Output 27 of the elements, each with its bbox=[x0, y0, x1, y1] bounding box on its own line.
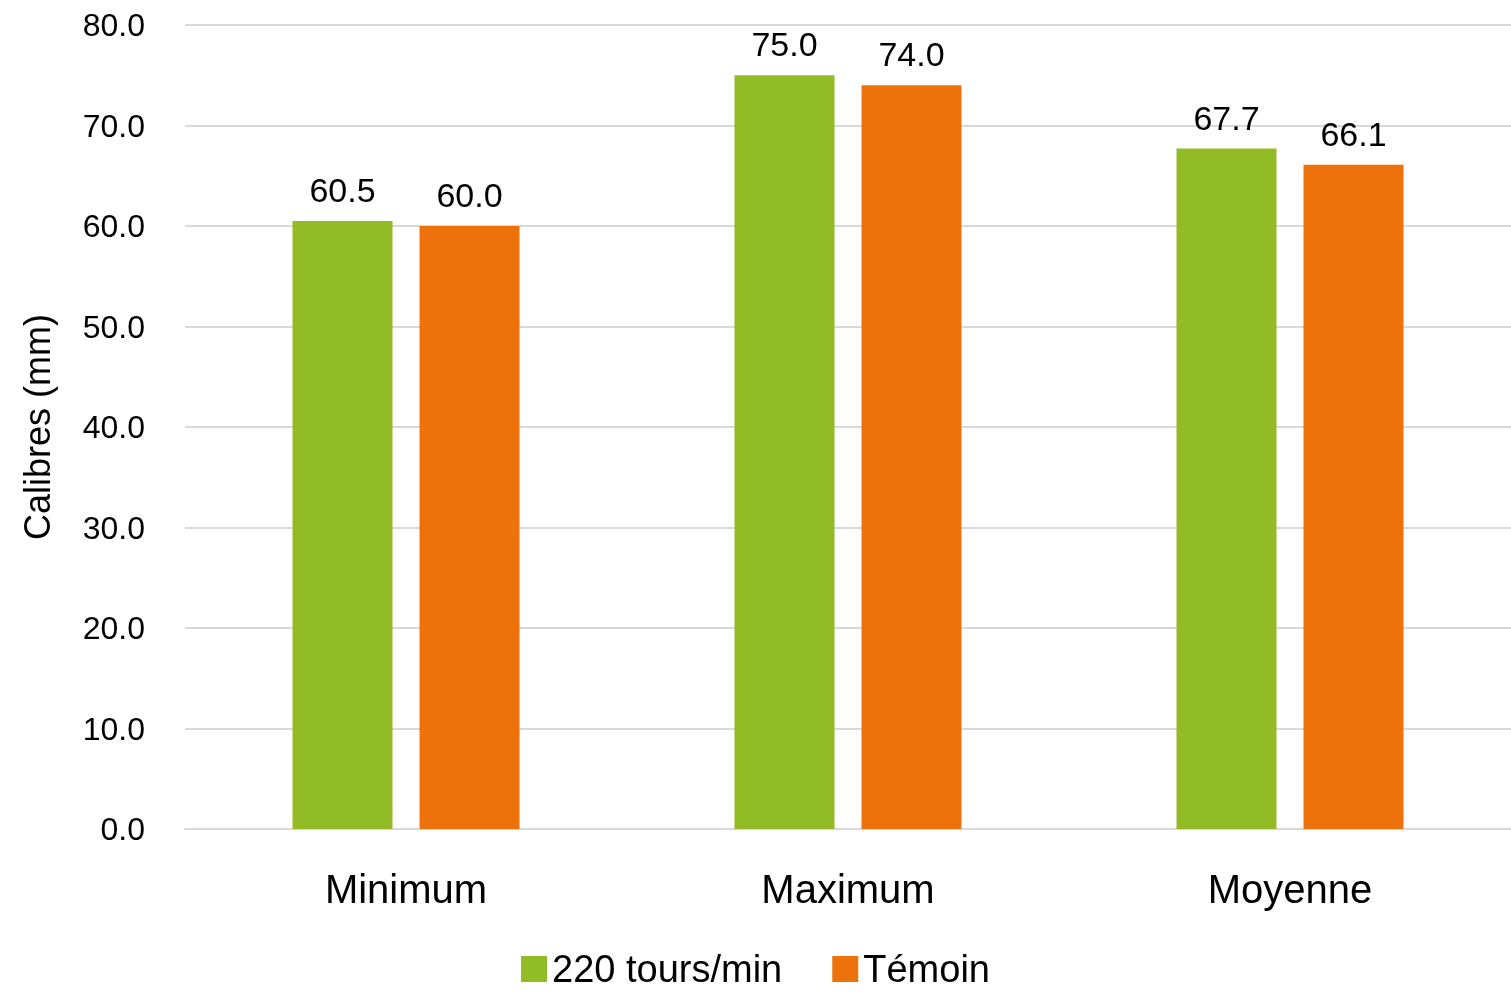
bar bbox=[419, 226, 520, 829]
y-tick-label: 50.0 bbox=[82, 308, 145, 345]
x-tick-label: Minimum bbox=[324, 867, 488, 911]
legend-label: 220 tours/min bbox=[552, 948, 783, 990]
y-tick-label: 60.0 bbox=[82, 208, 145, 244]
bar bbox=[734, 75, 835, 829]
data-label: 66.1 bbox=[1320, 114, 1387, 153]
x-tick-label: Maximum bbox=[761, 867, 935, 911]
y-tick-label: 40.0 bbox=[82, 409, 145, 445]
y-tick-label: 30.0 bbox=[82, 509, 145, 546]
y-tick-label: 80.0 bbox=[82, 7, 145, 43]
y-tick-label: 20.0 bbox=[82, 610, 145, 646]
bar bbox=[1303, 164, 1404, 829]
data-label: 60.0 bbox=[436, 176, 503, 214]
data-label: 67.7 bbox=[1193, 98, 1260, 137]
data-label: 75.0 bbox=[751, 25, 818, 64]
bar bbox=[292, 220, 393, 829]
y-tick-label: 70.0 bbox=[82, 107, 145, 144]
y-tick-label: 10.0 bbox=[82, 710, 145, 747]
x-tick-label: Moyenne bbox=[1207, 867, 1373, 911]
bar bbox=[1176, 148, 1277, 829]
y-axis-title: Calibres (mm) bbox=[16, 313, 58, 541]
y-tick-label: 0.0 bbox=[100, 811, 145, 847]
data-label: 60.5 bbox=[309, 170, 376, 209]
data-label: 74.0 bbox=[878, 35, 945, 74]
legend-label: Témoin bbox=[863, 948, 990, 990]
bar bbox=[861, 85, 962, 829]
